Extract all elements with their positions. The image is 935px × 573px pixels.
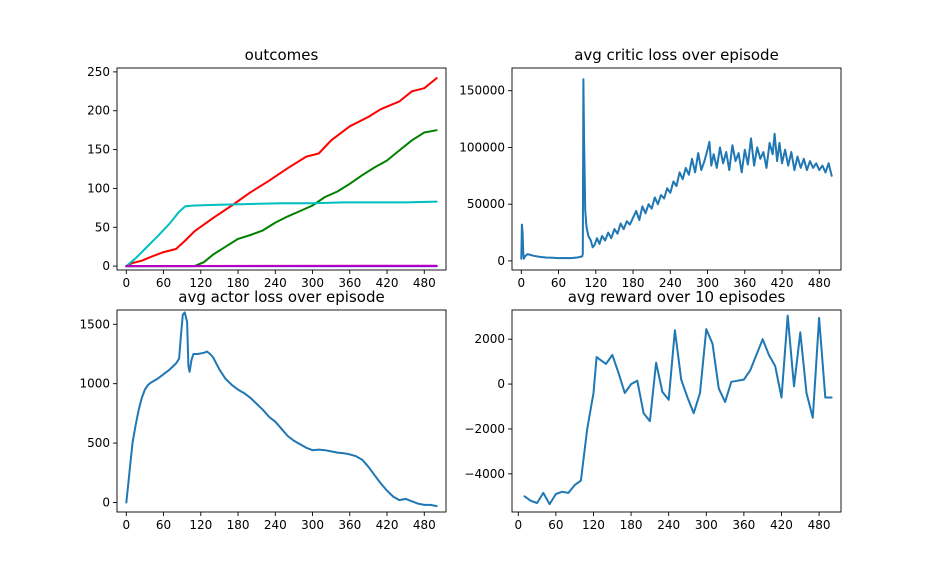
x-tick-label: 240 xyxy=(659,276,682,290)
subplot-outcomes: 0 60 120 180 240 300 360 420 480 0 50 100 150 200 250 o… xyxy=(87,46,447,290)
y-tick-label: −4000 xyxy=(464,467,505,481)
x-tick-label: 60 xyxy=(156,518,171,532)
y-tick-label: 100000 xyxy=(459,140,505,154)
x-tick-label: 0 xyxy=(517,276,525,290)
x-tick-label: 420 xyxy=(376,518,399,532)
x-tick-label: 180 xyxy=(227,276,250,290)
chart-title: avg reward over 10 episodes xyxy=(568,288,786,306)
chart-title: avg actor loss over episode xyxy=(178,288,384,306)
x-tick-label: 0 xyxy=(514,518,522,532)
axes-frame xyxy=(116,67,447,271)
x-tick-label: 420 xyxy=(376,276,399,290)
x-tick-label: 300 xyxy=(696,276,719,290)
x-tick-label: 120 xyxy=(189,276,212,290)
x-tick-label: 120 xyxy=(189,518,212,532)
x-tick-label: 300 xyxy=(695,518,718,532)
y-tick-label: 250 xyxy=(87,65,110,79)
x-tick-label: 180 xyxy=(620,518,643,532)
x-tick-label: 240 xyxy=(264,518,287,532)
series-line-red xyxy=(125,77,438,268)
x-tick-label: 240 xyxy=(657,518,680,532)
y-tick-label: 150 xyxy=(87,143,110,157)
series-line-cyan xyxy=(125,200,438,268)
x-tick-label: 360 xyxy=(338,276,361,290)
x-tick-label: 360 xyxy=(338,518,361,532)
x-tick-label: 480 xyxy=(808,518,831,532)
x-tick-label: 180 xyxy=(227,518,250,532)
x-tick-label: 60 xyxy=(156,276,171,290)
x-tick-label: 420 xyxy=(770,518,793,532)
subplot-avg-critic-loss: 0 60 120 180 240 300 360 420 480 0 50000 100000 1500… xyxy=(459,46,842,290)
x-tick-label: 360 xyxy=(732,518,755,532)
axes-frame xyxy=(116,309,447,513)
y-tick-label: 1500 xyxy=(79,317,110,331)
x-tick-label: 60 xyxy=(551,276,566,290)
x-tick-label: 240 xyxy=(264,276,287,290)
subplot-avg-reward: 0 60 120 180 240 300 360 420 480 −4000 −2000 0 2000 a… xyxy=(464,288,842,532)
x-tick-label: 0 xyxy=(122,518,130,532)
x-tick-label: 180 xyxy=(622,276,645,290)
x-tick-label: 300 xyxy=(301,276,324,290)
x-tick-label: 300 xyxy=(301,518,324,532)
y-tick-label: 0 xyxy=(102,495,110,509)
y-tick-label: 0 xyxy=(497,254,505,268)
x-tick-label: 480 xyxy=(413,518,436,532)
x-tick-label: 420 xyxy=(771,276,794,290)
series-line-steelblue xyxy=(125,311,438,508)
series-line-green xyxy=(125,129,438,268)
x-tick-label: 120 xyxy=(582,518,605,532)
axes-frame xyxy=(511,67,842,271)
subplot-avg-actor-loss: 0 60 120 180 240 300 360 420 480 0 500 1000 1500 avg … xyxy=(79,288,447,532)
y-tick-label: 1000 xyxy=(79,377,110,391)
y-tick-label: 500 xyxy=(87,436,110,450)
chart-title: outcomes xyxy=(245,46,319,64)
y-tick-label: 200 xyxy=(87,104,110,118)
x-tick-label: 0 xyxy=(122,276,130,290)
y-tick-label: 2000 xyxy=(474,332,505,346)
y-tick-label: −2000 xyxy=(464,422,505,436)
axes-frame xyxy=(511,309,842,513)
series-line-steelblue xyxy=(520,78,833,260)
x-tick-label: 120 xyxy=(584,276,607,290)
y-tick-label: 50 xyxy=(95,220,110,234)
x-tick-label: 480 xyxy=(808,276,831,290)
x-tick-label: 60 xyxy=(548,518,563,532)
x-tick-label: 480 xyxy=(413,276,436,290)
series-line-steelblue xyxy=(523,314,833,506)
y-tick-label: 100 xyxy=(87,181,110,195)
chart-title: avg critic loss over episode xyxy=(574,46,779,64)
y-tick-label: 0 xyxy=(497,377,505,391)
y-tick-label: 0 xyxy=(102,259,110,273)
y-tick-label: 50000 xyxy=(467,197,505,211)
x-tick-label: 360 xyxy=(733,276,756,290)
y-tick-label: 150000 xyxy=(459,84,505,98)
